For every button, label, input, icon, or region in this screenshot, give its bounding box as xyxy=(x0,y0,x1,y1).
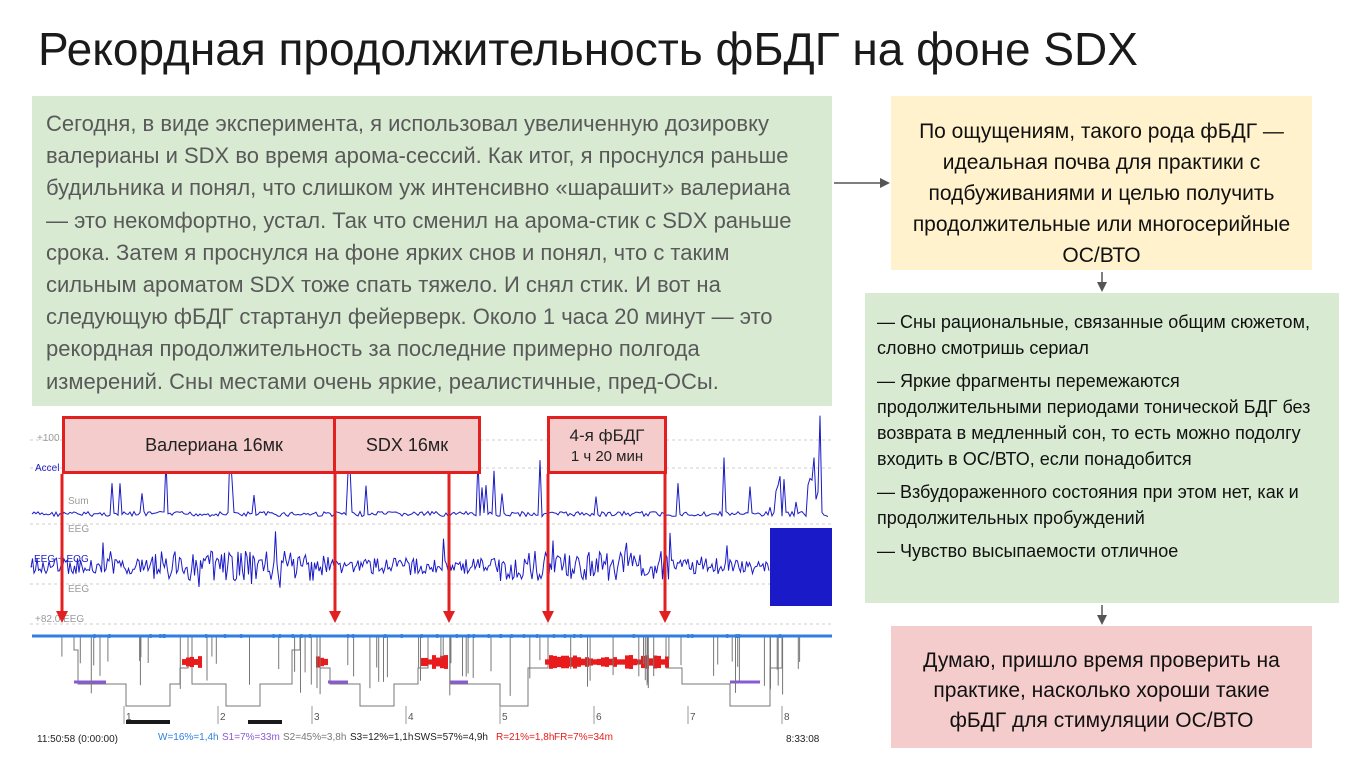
observation-item: — Взбудораженного состояния при этом нет… xyxy=(877,482,1299,528)
rem-mark xyxy=(629,655,633,669)
scale-label: +100 xyxy=(37,433,60,444)
rem-mark xyxy=(633,658,637,666)
rem-mark xyxy=(601,657,605,667)
stat-s3: S3=12%=1,1h xyxy=(350,732,414,743)
rem-mark xyxy=(549,655,553,669)
rem-mark xyxy=(561,655,565,669)
rem-mark xyxy=(428,659,432,665)
rem-mark xyxy=(557,656,561,668)
page-title: Рекордная продолжительность фБДГ на фоне… xyxy=(38,23,1138,75)
hour-ticks: 1 2 3 4 5 6 7 8 xyxy=(123,706,790,724)
hour-tick-label: 7 xyxy=(690,712,696,723)
rem-mark xyxy=(661,659,665,665)
observation-item: — Сны рациональные, связанные общим сюже… xyxy=(877,312,1310,358)
description-text: Сегодня, в виде эксперимента, я использо… xyxy=(46,111,792,394)
rem-mark xyxy=(665,656,669,668)
stat-s1: S1=7%=33m xyxy=(222,732,280,743)
rem-mark xyxy=(613,657,617,667)
valerian-period-label: Валериана 16мк xyxy=(62,416,366,474)
hour-tick-label: 3 xyxy=(314,712,320,723)
description-box: Сегодня, в виде эксперимента, я использо… xyxy=(32,96,832,406)
rem-mark xyxy=(597,658,601,666)
rem-mark xyxy=(440,655,444,669)
hour-tick-label: 5 xyxy=(502,712,508,723)
stat-rem: R=21%=1,8h xyxy=(496,732,555,743)
rem-mark xyxy=(565,655,569,669)
rem-mark xyxy=(420,657,424,667)
rem-mark xyxy=(320,657,324,667)
channel-label-eeg: EEG xyxy=(68,524,90,535)
rem-mark xyxy=(198,656,202,668)
hour-tick-label: 4 xyxy=(408,712,414,723)
red-arrows xyxy=(56,474,671,623)
recording-end-time: 8:33:08 xyxy=(786,734,820,745)
channel-label-sum: Sum xyxy=(68,496,89,507)
rem-mark xyxy=(649,658,653,666)
recording-start-time: 11:50:58 (0:00:00) xyxy=(37,734,118,745)
rem-mark xyxy=(324,658,328,666)
rem-mark xyxy=(190,656,194,668)
accel-signal-trace xyxy=(31,415,829,518)
conclusion-box: Думаю, пришло время проверить на практик… xyxy=(891,626,1312,748)
observation-item: — Чувство высыпаемости отличное xyxy=(877,541,1179,561)
feeling-text: По ощущениям, такого рода фБДГ — идеальн… xyxy=(912,120,1291,267)
rem-mark xyxy=(436,657,440,667)
stat-fr: FR=7%=34m xyxy=(554,732,613,743)
channel-label-eeg: EEG xyxy=(68,584,90,595)
rem-mark xyxy=(182,659,186,665)
hour-tick-label: 2 xyxy=(220,712,226,723)
stat-sws: SWS=57%=4,9h xyxy=(414,732,488,743)
rem-mark xyxy=(609,658,613,666)
rem-mark xyxy=(621,659,625,665)
rem-mark xyxy=(605,657,609,667)
rem-mark xyxy=(589,658,593,666)
channel-label-accel: Accel xyxy=(35,463,60,474)
observations-box: — Сны рациональные, связанные общим сюже… xyxy=(865,293,1339,603)
rem-mark xyxy=(316,656,320,668)
rem-mark xyxy=(553,655,557,669)
eeg-noise-block xyxy=(770,528,832,606)
rem-mark xyxy=(424,657,428,667)
rem-mark xyxy=(444,655,448,669)
rem-mark xyxy=(577,657,581,667)
rem-mark xyxy=(432,655,436,669)
rem-mark xyxy=(545,659,549,665)
stat-wake: W=16%=1,4h xyxy=(158,732,219,743)
sdx-period-label: SDX 16мк xyxy=(333,416,481,474)
rem-mark xyxy=(573,655,577,669)
rem-mark xyxy=(625,655,629,669)
conclusion-text: Думаю, пришло время проверить на практик… xyxy=(923,649,1280,732)
rem-mark xyxy=(194,659,198,665)
rem-period-label: 4-я фБДГ 1 ч 20 мин xyxy=(547,416,667,474)
eeg-signal-trace xyxy=(30,531,770,588)
rem-mark xyxy=(581,658,585,666)
hour-tick-label: 8 xyxy=(784,712,790,723)
hour-tick-label: 1 xyxy=(126,712,132,723)
rem-mark xyxy=(593,659,597,665)
rem-mark xyxy=(657,655,661,669)
hour-tick-label: 6 xyxy=(596,712,602,723)
rem-mark xyxy=(617,659,621,665)
observation-item: — Яркие фрагменты перемежаются продолжит… xyxy=(877,371,1311,469)
stat-s2: S2=45%=3,8h xyxy=(283,732,347,743)
hypnogram xyxy=(32,634,832,724)
rem-mark xyxy=(653,655,657,669)
feeling-box: По ощущениям, такого рода фБДГ — идеальн… xyxy=(891,96,1312,270)
rem-mark xyxy=(186,657,190,667)
